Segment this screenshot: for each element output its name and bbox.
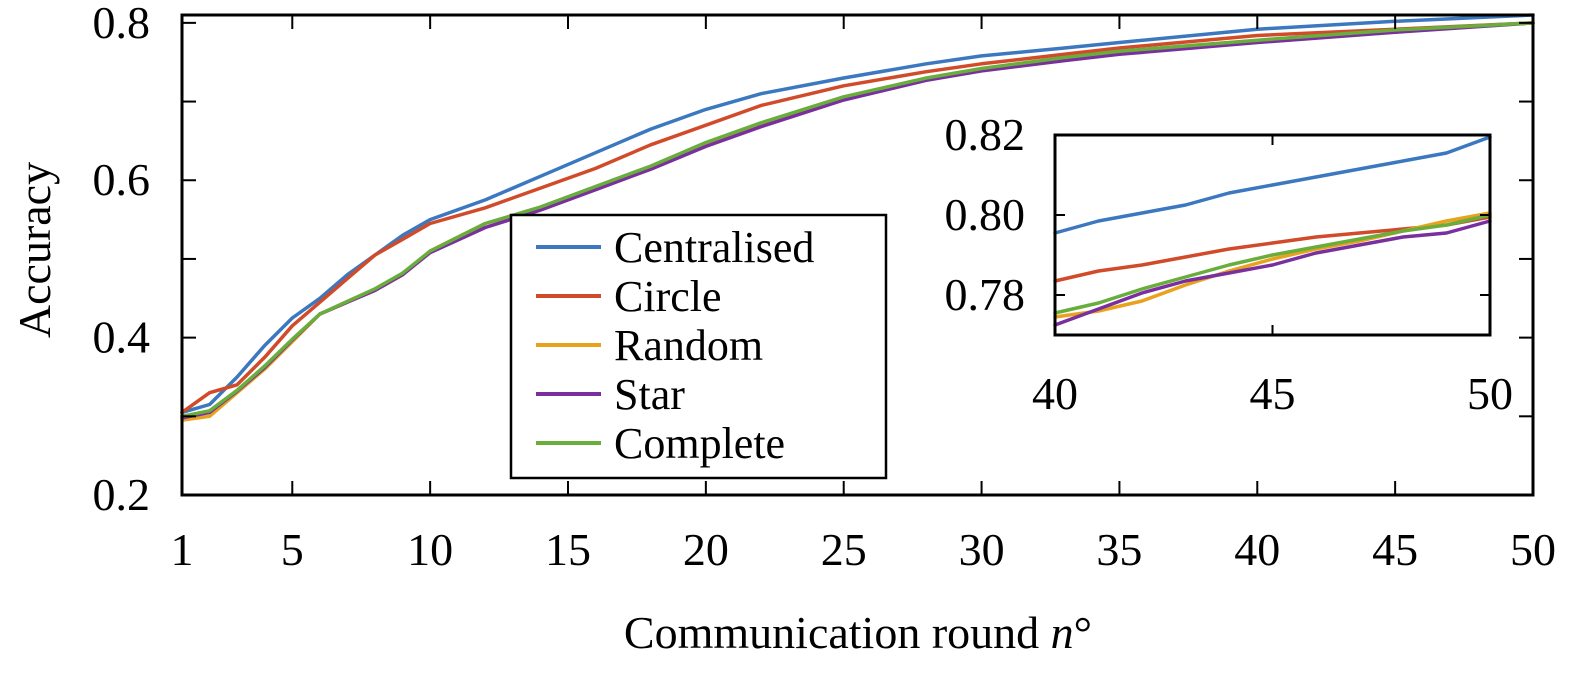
x-tick-label: 1 [171,524,194,575]
inset-x-tick-label: 45 [1250,368,1296,419]
inset-y-tick-label: 0.82 [945,109,1026,160]
x-axis-title-text: Communication round [624,607,1039,658]
axis-titles: Accuracy Communication round n° [9,162,1092,658]
inset-series-line-centralised [1053,135,1492,235]
y-tick-label: 0.4 [93,312,151,363]
x-tick-label: 30 [959,524,1005,575]
legend-label-star: Star [614,370,685,419]
x-axis-title-suffix: ° [1074,607,1092,658]
inset-series-line-star [1053,219,1492,327]
x-tick-label: 5 [281,524,304,575]
y-axis-title: Accuracy [9,162,60,338]
x-tick-label: 40 [1234,524,1280,575]
inset-plot: 40 45 50 0.78 0.80 0.82 [945,109,1514,419]
x-tick-label: 10 [407,524,453,575]
series-line-complete [180,21,1535,419]
inset-series-line-complete [1053,213,1492,315]
inset-x-tick-label: 40 [1032,368,1078,419]
x-tick-label: 50 [1510,524,1556,575]
y-tick-label: 0.2 [93,469,151,520]
inset-x-tick-label: 50 [1467,368,1513,419]
y-tick-label: 0.6 [93,154,151,205]
x-tick-label: 25 [821,524,867,575]
inset-y-tick-label: 0.78 [945,269,1026,320]
x-tick-label: 35 [1096,524,1142,575]
series-line-circle [180,21,1535,415]
y-tick-label: 0.8 [93,0,151,48]
legend-label-complete: Complete [614,419,785,468]
x-axis-title-variable: n [1051,607,1074,658]
legend-label-random: Random [614,321,763,370]
series-line-centralised [180,13,1535,415]
legend-label-centralised: Centralised [614,223,814,272]
axes-frame [180,13,1535,497]
x-tick-label: 20 [683,524,729,575]
x-tick-label: 45 [1372,524,1418,575]
x-axis-title: Communication round n° [624,607,1092,658]
x-tick-label: 15 [545,524,591,575]
legend-label-circle: Circle [614,272,722,321]
inset-y-tick-label: 0.80 [945,189,1026,240]
